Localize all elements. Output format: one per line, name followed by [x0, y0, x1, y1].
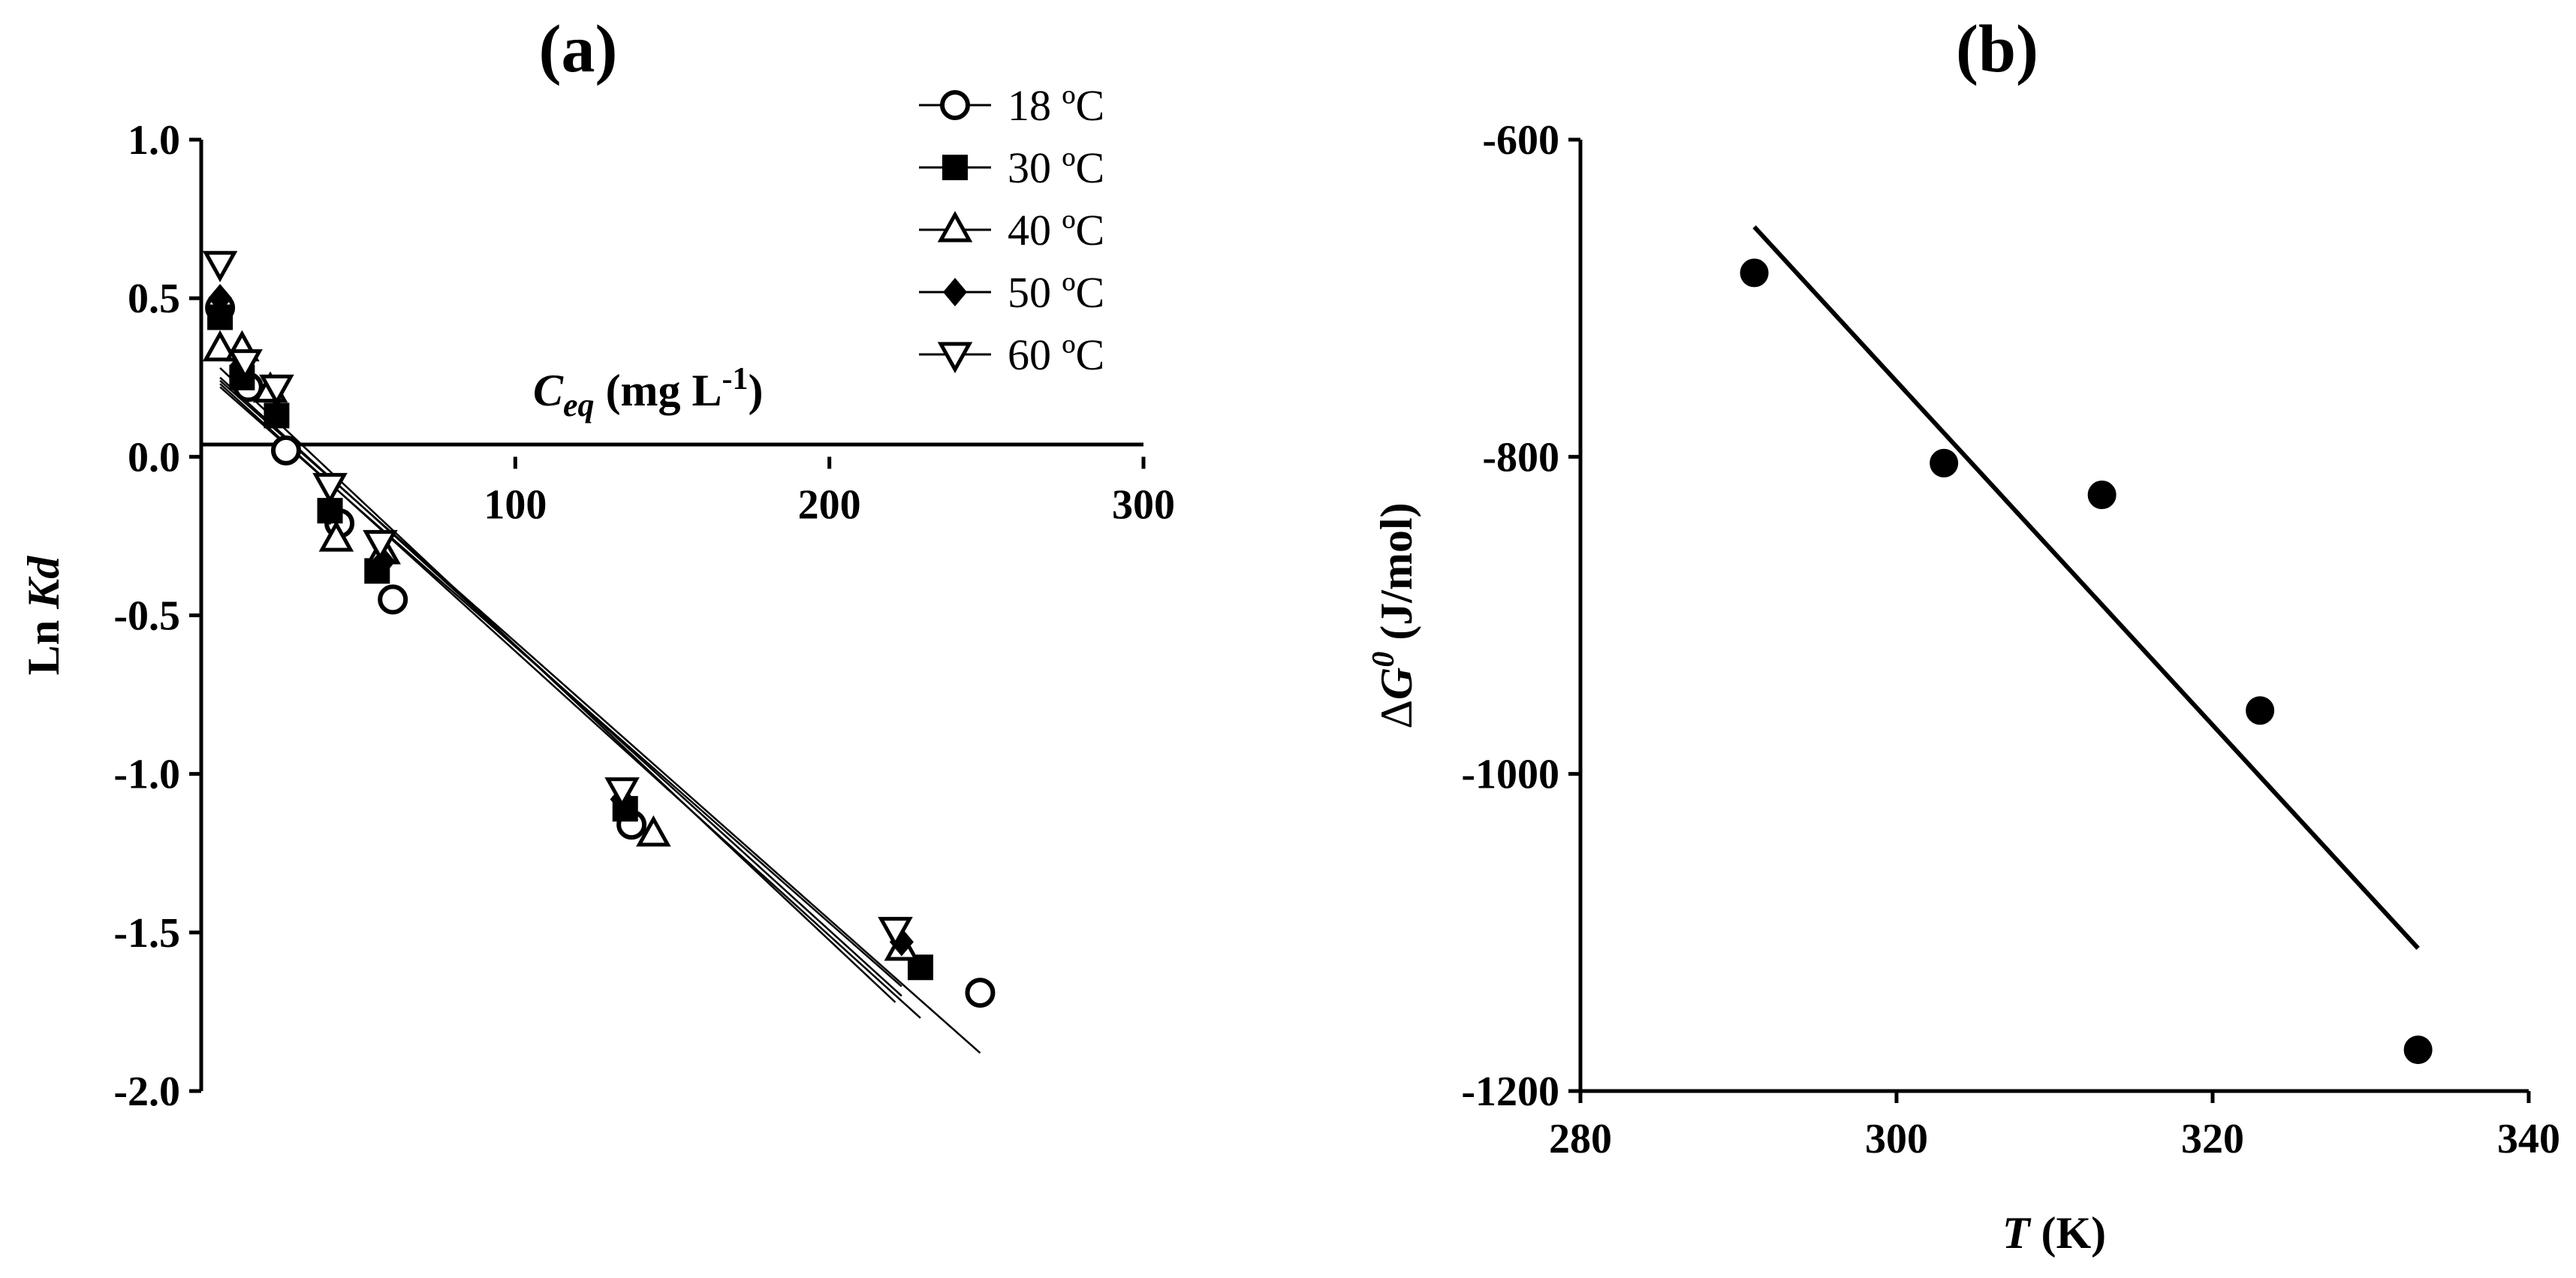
panel-b-x-axis-label-rest: (K) [2030, 1208, 2107, 1258]
panel-a-point-s3 [636, 815, 671, 847]
panel-b-point [2087, 481, 2117, 510]
panel-b-point [1930, 448, 1959, 478]
panel-b-y-axis-label-delta: Δ [1372, 700, 1421, 729]
panel-a-data-points [202, 251, 996, 1008]
panel-a-point-s1 [270, 435, 301, 466]
panel-a-y-tick-label: -1.0 [113, 752, 180, 798]
panel-a-x-axis-label-sub: eq [563, 387, 595, 423]
panel-a-y-tick-label: 0.5 [128, 276, 180, 322]
panel-a-x-axis-label: Ceq (mg L-1) [533, 362, 764, 423]
panel-b-x-tick-label: 280 [1549, 1116, 1612, 1162]
panel-b-point [1740, 258, 1769, 288]
panel-b-title: (b) [1956, 12, 2038, 86]
legend-marker-3 [937, 210, 973, 243]
legend-marker-1 [940, 90, 970, 120]
legend-marker-2 [942, 155, 968, 180]
panel-b-y-tick-label: -800 [1482, 434, 1559, 481]
legend-marker-5 [937, 342, 973, 374]
panel-a-fit-lines [219, 367, 981, 1054]
panel-b-y-tick-label: -600 [1482, 117, 1559, 164]
panel-a-x-axis-label-main: C [533, 366, 564, 415]
panel-a-point-s1 [378, 584, 408, 615]
panel-b-x-tick-label: 320 [2181, 1116, 2244, 1162]
panel-a: (a) 1.0 0.5 0.0 -0.5 -1.0 -1.5 -2.0 100 200 300 L… [19, 12, 1175, 1115]
panel-b-x-axis-label-main: T [2002, 1208, 2032, 1258]
panel-a-point-s4 [318, 496, 342, 526]
panel-a-point-s5 [312, 472, 348, 505]
panel-a-y-tick-label: 1.0 [128, 117, 180, 164]
legend-label-3: 40 ºC [1008, 206, 1104, 255]
panel-b-x-tick-label: 300 [1865, 1116, 1928, 1162]
panel-a-point-s5 [227, 349, 263, 381]
panel-a-point-s1 [965, 978, 996, 1008]
panel-a-x-tick-label: 300 [1112, 481, 1175, 528]
panel-b-fit-lines [1752, 225, 2420, 950]
panel-a-y-tick-label: -0.5 [113, 593, 180, 640]
legend-label-1: 18 ºC [1008, 81, 1104, 130]
panel-a-fit-line-4 [219, 376, 902, 997]
panel-b-y-axis-label-main: G [1372, 668, 1421, 700]
panel-a-y-tick-label: 0.0 [128, 434, 180, 481]
legend-label-2: 30 ºC [1008, 143, 1104, 192]
panel-a-point-s3 [202, 330, 238, 362]
panel-a-point-s4 [264, 398, 289, 427]
panel-b-data-points [1740, 258, 2433, 1065]
panel-a-x-tick-label: 200 [798, 481, 861, 528]
panel-b-x-axis-label: T (K) [2002, 1208, 2106, 1258]
panel-a-point-s5 [259, 374, 294, 406]
legend-label-4: 50 ºC [1008, 268, 1104, 317]
panel-b-y-axis-label-rest: (J/mol) [1372, 502, 1421, 651]
legend-marker-4 [943, 278, 967, 306]
panel-a-y-axis-label-main: Ln [19, 609, 68, 675]
panel-a-point-s4 [208, 284, 233, 313]
panel-b-y-tick-label: -1200 [1461, 1069, 1559, 1115]
panel-a-ticks: 1.0 0.5 0.0 -0.5 -1.0 -1.5 -2.0 100 200 300 [113, 117, 1175, 1115]
panel-a-x-axis-label-rest: (mg L [595, 366, 722, 415]
panel-a-point-s5 [202, 251, 238, 282]
panel-b-point [2246, 696, 2275, 725]
panel-a-point-s3 [318, 520, 354, 552]
panel-b-fit-line [1752, 225, 2420, 950]
panel-a-point-s5 [363, 529, 398, 562]
panel-a-point-s5 [878, 917, 913, 948]
panel-b-y-axis-label-sup: 0 [1366, 652, 1401, 668]
panel-a-point-s5 [604, 777, 640, 809]
panel-a-title: (a) [539, 12, 618, 86]
legend-label-5: 60 ºC [1008, 330, 1104, 379]
panel-a-x-axis-label-close: ) [749, 366, 764, 415]
panel-a-x-axis-label-sup: -1 [722, 362, 749, 396]
panel-a-y-tick-label: -2.0 [113, 1069, 180, 1115]
panel-a-legend: 18 ºC 30 ºC 40 ºC 50 ºC 60 ºC [919, 81, 1104, 379]
panel-a-y-axis-label: Ln Kd [19, 556, 68, 675]
panel-b-y-axis-label: ΔG0 (J/mol) [1366, 502, 1421, 728]
panel-b-y-tick-label: -1000 [1461, 752, 1559, 798]
panel-b-point [2403, 1035, 2433, 1065]
panel-a-x-tick-label: 100 [484, 481, 547, 528]
panel-a-y-tick-label: -1.5 [113, 910, 180, 957]
panel-a-fit-line-5 [219, 367, 896, 1003]
panel-b-x-tick-label: 340 [2497, 1116, 2560, 1162]
panel-a-y-axis-label-italic: Kd [19, 556, 68, 610]
